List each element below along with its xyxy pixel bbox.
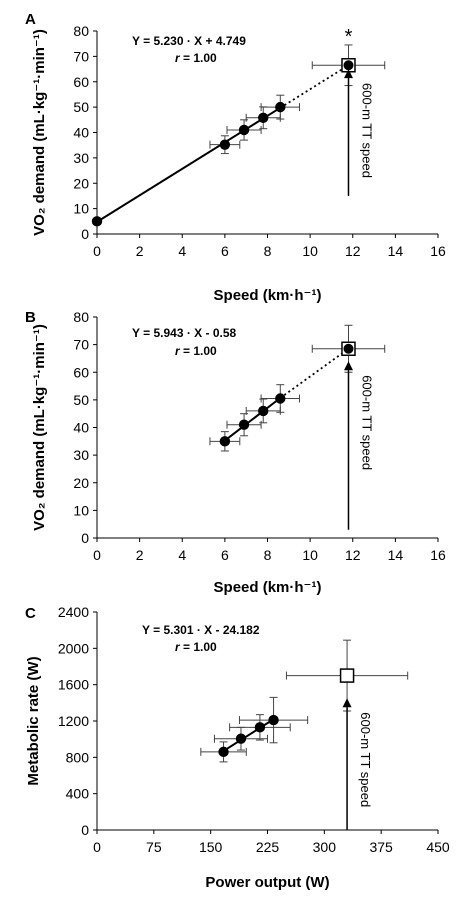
y-tick-label: 40: [73, 125, 89, 141]
tt-arrow-head: [343, 361, 353, 371]
x-tick-label: 300: [313, 839, 337, 855]
y-tick-label: 20: [73, 475, 89, 491]
correlation-label: r = 1.00: [175, 344, 217, 358]
x-tick-label: 4: [178, 547, 186, 563]
y-axis-title: VO₂ demand (mL·kg⁻¹·min⁻¹): [31, 29, 48, 236]
y-tick-label: 80: [73, 309, 89, 325]
significance-asterisk: *: [345, 26, 353, 48]
x-tick-label: 12: [345, 547, 361, 563]
data-point: [258, 112, 269, 123]
x-tick-label: 16: [430, 243, 446, 259]
y-tick-label: 2000: [58, 640, 89, 656]
x-tick-label: 2: [136, 547, 144, 563]
x-tick-label: 0: [93, 243, 101, 259]
x-axis-title: Power output (W): [205, 874, 329, 891]
chart-panel-c: C 0 400 800 1200 1600 2000 2400 0 75 150 225 300 375 4…: [25, 604, 450, 891]
regression-equation: Y = 5.230 · X + 4.749: [132, 34, 246, 48]
y-axis-title: Metabolic rate (W): [25, 656, 42, 785]
x-tick-label: 8: [264, 547, 272, 563]
y-tick-label: 1600: [58, 677, 89, 693]
data-point: [219, 139, 231, 150]
tt-square-marker: [339, 668, 355, 683]
regression-line: [223, 718, 275, 752]
x-tick-label: 16: [430, 547, 446, 563]
x-tick-label: 4: [178, 243, 186, 259]
x-tick-label: 14: [388, 243, 404, 259]
x-tick-label: 6: [221, 243, 229, 259]
y-tick-label: 1200: [58, 713, 89, 729]
x-tick-label: 12: [345, 243, 361, 259]
data-point: [275, 101, 286, 113]
data-point: [238, 419, 250, 430]
y-tick-label: 60: [73, 74, 89, 90]
y-tick-label: 800: [66, 749, 90, 765]
y-tick-label: 40: [73, 420, 89, 436]
data-point: [258, 405, 269, 417]
x-tick-label: 10: [302, 547, 318, 563]
x-tick-label: 0: [93, 839, 101, 855]
tt-arrow-head: [342, 698, 352, 708]
y-tick-label: 80: [73, 23, 89, 39]
x-tick-label: 10: [302, 243, 318, 259]
y-tick-label: 20: [73, 175, 89, 191]
y-tick-label: 0: [81, 822, 89, 838]
x-axis-title: Speed (km·h⁻¹): [214, 287, 322, 304]
y-tick-label: 10: [73, 201, 89, 217]
tt-arrow-head: [343, 69, 353, 79]
tt-arrow-label: 600-m TT speed: [359, 375, 374, 470]
panel-letter: A: [25, 11, 36, 28]
x-tick-label: 75: [146, 839, 162, 855]
chart-panel-b: B 0 10 20 30 40 50 60 70 80 0 2 4 6 8 10 12 14 16 Speed (km…: [25, 309, 446, 596]
tt-arrow-label: 600-m TT speed: [359, 83, 374, 178]
y-tick-label: 70: [73, 337, 89, 353]
x-tick-label: 8: [264, 243, 272, 259]
y-tick-label: 400: [66, 786, 90, 802]
data-point: [219, 436, 231, 447]
data-point: [218, 746, 229, 758]
regression-equation: Y = 5.301 · X - 24.182: [142, 623, 260, 637]
panel-letter: C: [25, 605, 36, 622]
tt-data-point: [343, 343, 354, 354]
extrapolation-line: [279, 348, 350, 399]
tt-arrow-label: 600-m TT speed: [358, 712, 373, 807]
regression-line: [224, 397, 281, 442]
correlation-label: r = 1.00: [175, 51, 217, 65]
y-tick-label: 30: [73, 150, 89, 166]
correlation-label: r = 1.00: [175, 640, 217, 654]
x-tick-label: 14: [388, 547, 404, 563]
extrapolation-line: [279, 64, 349, 109]
y-tick-label: 2400: [58, 604, 89, 620]
data-point: [268, 714, 279, 726]
data-point: [235, 733, 247, 744]
y-axis-title: VO₂ demand (mL·kg⁻¹·min⁻¹): [31, 324, 48, 531]
y-tick-label: 10: [73, 502, 89, 518]
data-point: [275, 393, 286, 404]
x-tick-label: 2: [136, 243, 144, 259]
data-point: [91, 216, 103, 227]
x-tick-label: 375: [369, 839, 393, 855]
x-tick-label: 150: [199, 839, 223, 855]
y-tick-label: 0: [81, 226, 89, 242]
data-point: [254, 722, 266, 733]
y-tick-label: 50: [73, 99, 89, 115]
x-tick-label: 0: [93, 547, 101, 563]
x-tick-label: 450: [426, 839, 450, 855]
panel-letter: B: [25, 309, 36, 326]
y-tick-label: 70: [73, 48, 89, 64]
chart-panel-a: A 0 10 20 30 40 50 60 70 80 0 2 4 6 8 10 12 14 16 Speed (km…: [25, 11, 446, 304]
y-tick-label: 0: [81, 530, 89, 546]
y-tick-label: 30: [73, 447, 89, 463]
tt-data-point: [343, 60, 354, 71]
y-tick-label: 60: [73, 364, 89, 380]
data-point: [238, 124, 250, 136]
x-tick-label: 6: [221, 547, 229, 563]
x-tick-label: 225: [256, 839, 280, 855]
y-tick-label: 50: [73, 392, 89, 408]
regression-equation: Y = 5.943 · X - 0.58: [132, 326, 237, 340]
regression-line: [96, 106, 281, 223]
x-axis-title: Speed (km·h⁻¹): [214, 579, 322, 596]
